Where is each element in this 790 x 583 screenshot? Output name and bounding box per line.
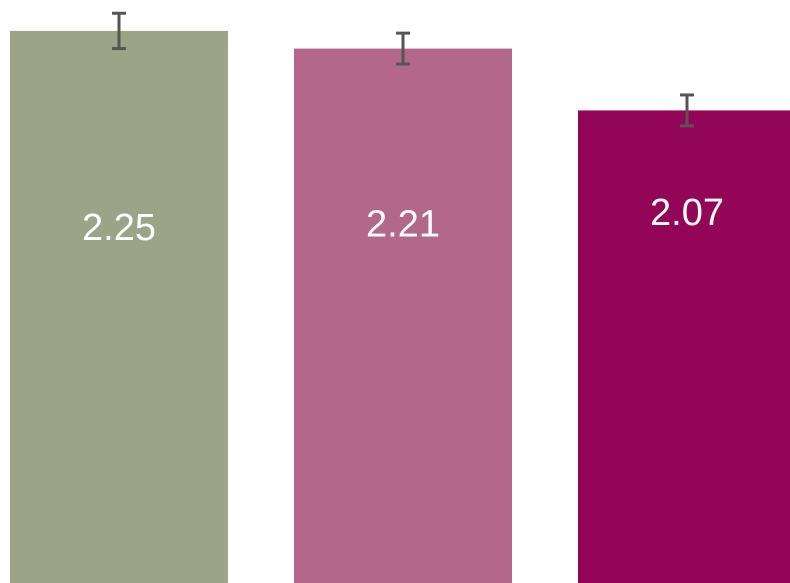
value-label: 2.07 xyxy=(650,192,724,234)
error-bar xyxy=(396,31,410,66)
bar xyxy=(10,30,228,583)
value-label: 2.25 xyxy=(82,207,156,249)
error-bar xyxy=(680,93,694,128)
value-label: 2.21 xyxy=(366,204,440,246)
bar xyxy=(578,110,790,583)
error-bar xyxy=(112,11,126,51)
bar xyxy=(294,48,512,583)
